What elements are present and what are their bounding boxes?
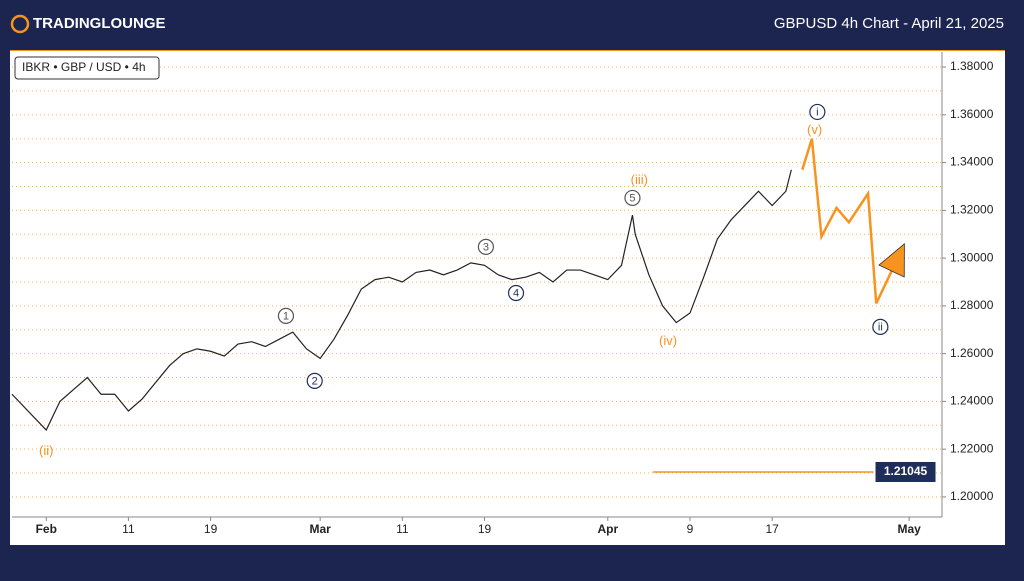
x-tick-label: 17 [765, 522, 779, 536]
wave-label: 2 [312, 375, 318, 387]
x-tick-label: Feb [36, 522, 57, 536]
logo-icon [10, 14, 30, 34]
wave-circle [277, 307, 295, 325]
y-tick-label: 1.34000 [950, 155, 994, 169]
chart-panel [10, 50, 1005, 545]
y-tick-label: 1.22000 [950, 441, 994, 455]
wave-label: 1 [283, 310, 289, 322]
level-label-box [875, 461, 936, 482]
x-tick-label: 11 [396, 522, 409, 536]
wave-circle [809, 103, 826, 121]
wave-label: 4 [513, 287, 519, 299]
wave-label: ii [878, 321, 883, 333]
wave-label: (v) [807, 122, 822, 137]
legend-text: IBKR • GBP / USD • 4h [22, 60, 146, 74]
y-tick-label: 1.24000 [950, 394, 994, 408]
x-tick-label: 19 [478, 522, 492, 536]
wave-label: (ii) [39, 443, 53, 458]
title: GBPUSD 4h Chart - April 21, 2025 [774, 15, 1004, 32]
x-tick-label: 11 [122, 522, 135, 536]
wave-label: 3 [483, 241, 489, 253]
wave-circle [306, 372, 323, 389]
x-tick-label: Mar [310, 522, 332, 536]
wave-label: 5 [629, 192, 635, 204]
y-tick-label: 1.26000 [950, 346, 994, 360]
wave-circle [624, 189, 641, 207]
wave-circle [477, 238, 495, 255]
wave-circle [507, 284, 525, 302]
x-tick-label: Apr [597, 522, 618, 536]
y-tick-label: 1.30000 [950, 250, 994, 264]
wave-label: (iii) [631, 172, 648, 187]
plot: 1.38000 1.36000 1.34000 1.32000 1.30000 1.280… [11, 59, 994, 536]
logo: TRADINGLOUNGE [33, 15, 166, 32]
x-tick-label: 19 [204, 522, 218, 536]
wave-circle [872, 318, 889, 335]
y-tick-label: 1.28000 [950, 298, 994, 312]
series-line [801, 138, 878, 304]
arrow-head [878, 243, 905, 278]
legend-box [14, 56, 160, 80]
series-line [11, 169, 792, 432]
wave-label: i [816, 106, 818, 118]
y-tick-label: 1.32000 [950, 203, 994, 217]
x-tick-label: May [897, 522, 921, 536]
y-tick-label: 1.20000 [950, 489, 994, 503]
wave-label: (iv) [659, 333, 677, 348]
x-tick-label: 9 [687, 522, 694, 536]
y-tick-label: 1.36000 [950, 107, 994, 121]
level-label: 1.21045 [884, 464, 928, 478]
y-tick-label: 1.38000 [950, 59, 994, 73]
